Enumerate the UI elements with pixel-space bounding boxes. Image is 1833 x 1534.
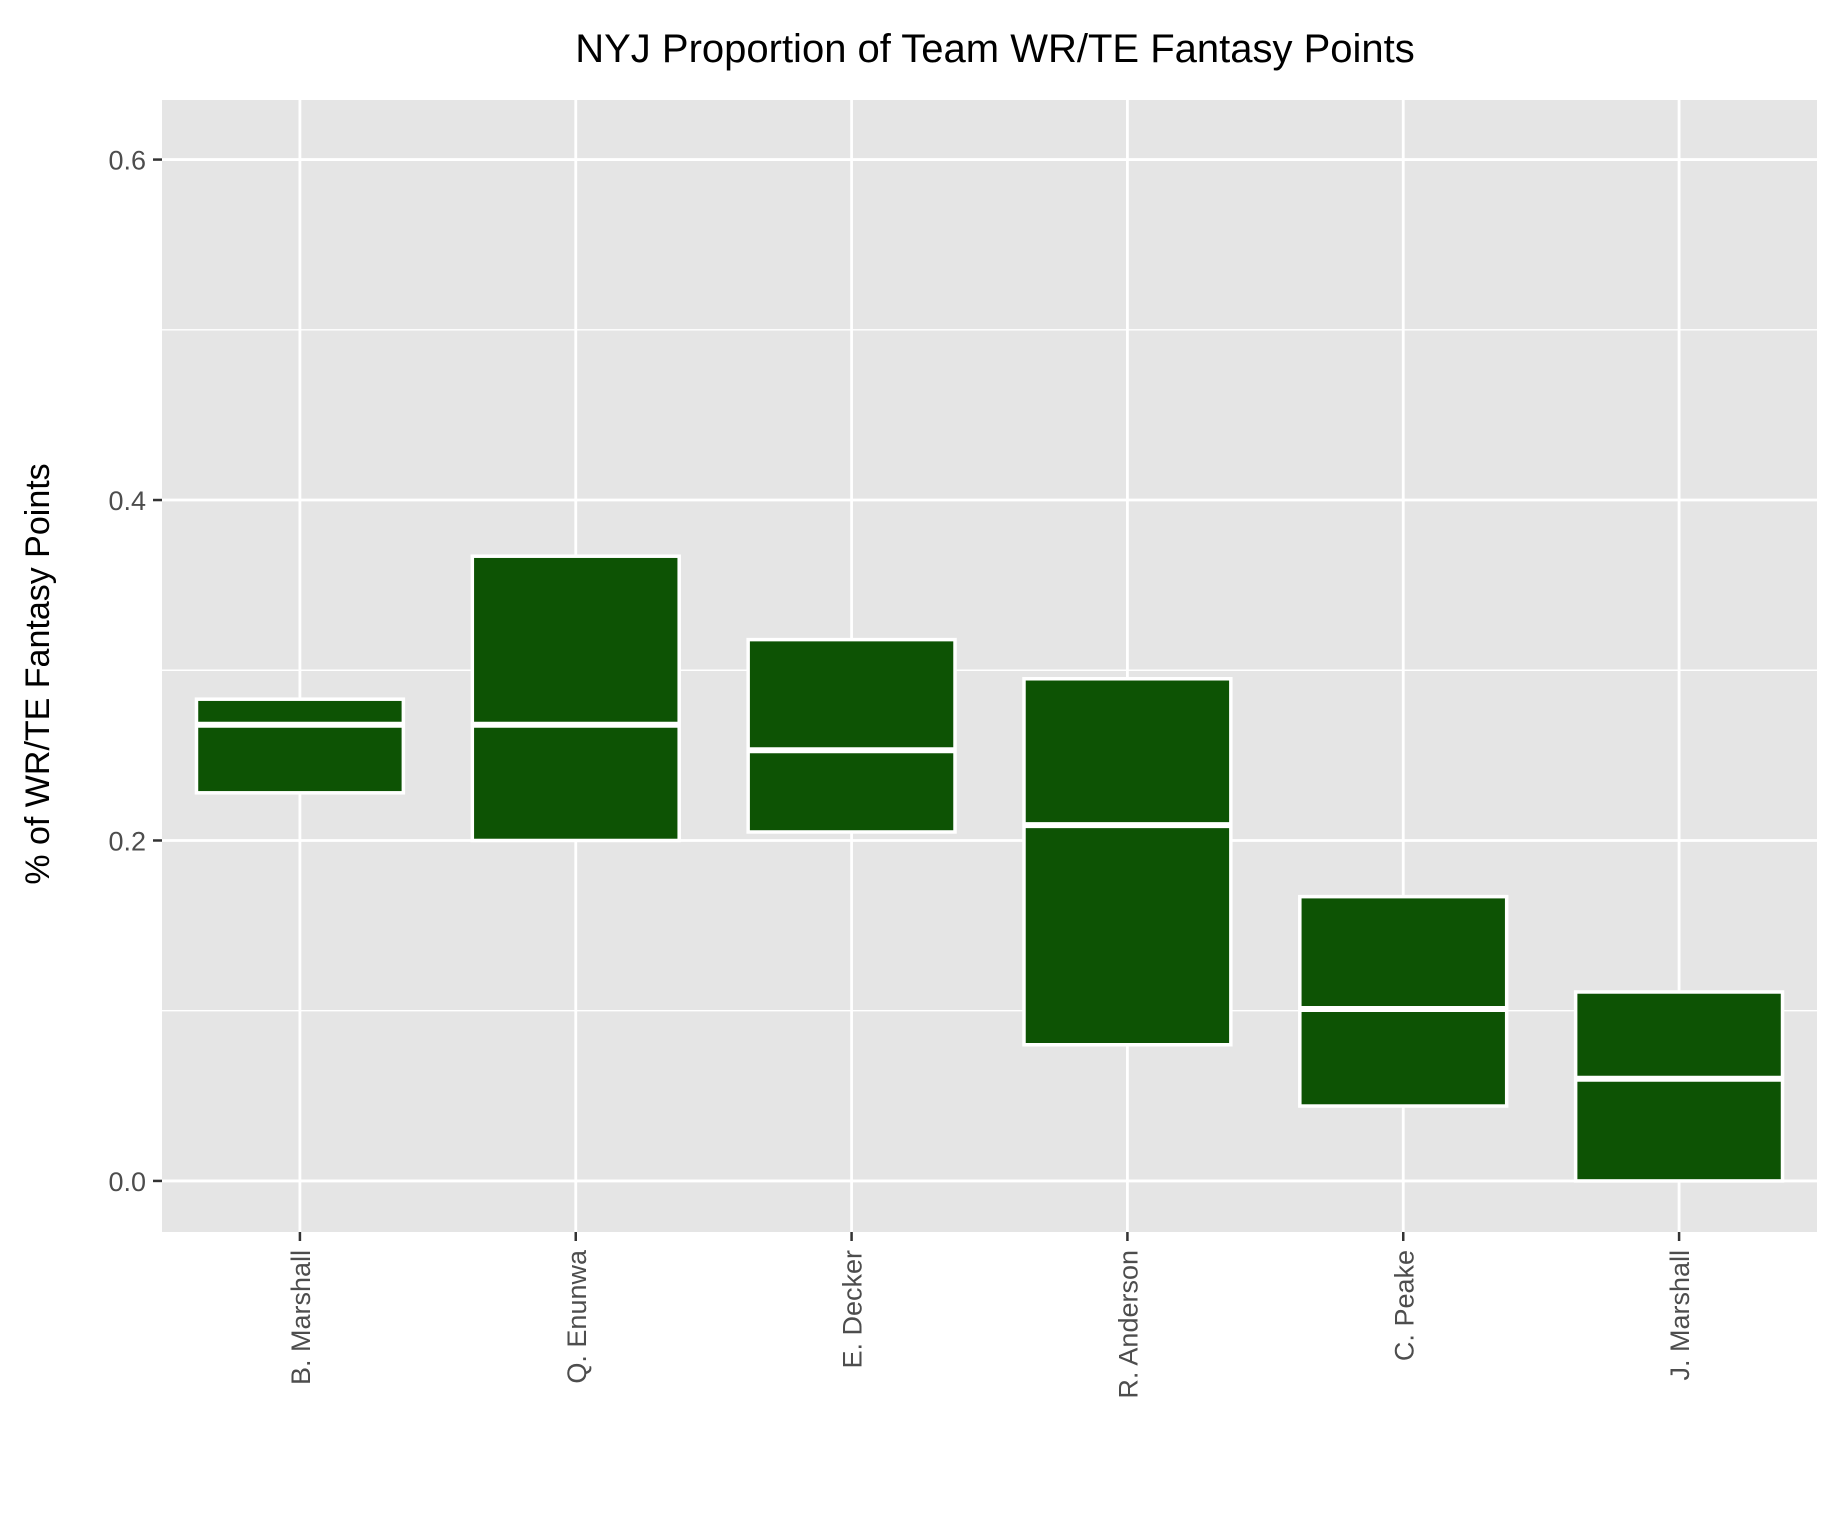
x-tick-label: B. Marshall	[286, 1250, 316, 1385]
box-r-anderson	[1022, 677, 1233, 1047]
y-tick-label: 0.0	[108, 1167, 146, 1197]
x-tick-label: C. Peake	[1389, 1250, 1419, 1361]
box-b-marshall	[194, 697, 406, 795]
x-tick-label: E. Decker	[838, 1250, 868, 1369]
x-tick-label: R. Anderson	[1113, 1250, 1143, 1399]
y-tick-label: 0.6	[108, 146, 146, 176]
axes: 0.0 0.2 0.4 0.6 B. Marshall Q. Enunwa E. Decke…	[108, 146, 1695, 1399]
y-tick-label: 0.2	[108, 826, 146, 856]
box-series	[194, 554, 1785, 1183]
box-rect	[194, 697, 406, 795]
box-q-enunwa	[470, 554, 681, 843]
x-tick-label: Q. Enunwa	[562, 1249, 592, 1384]
x-tick-label: J. Marshall	[1665, 1250, 1695, 1381]
chart-title: NYJ Proportion of Team WR/TE Fantasy Poi…	[575, 27, 1415, 71]
box-rect	[746, 637, 957, 834]
box-rect	[1022, 677, 1233, 1047]
y-tick-label: 0.4	[108, 486, 146, 516]
box-j-marshall	[1573, 990, 1785, 1183]
box-c-peake	[1298, 894, 1509, 1108]
box-rect	[1298, 894, 1509, 1108]
box-e-decker	[746, 637, 957, 834]
plot-panel	[162, 100, 1817, 1232]
y-axis-title: % of WR/TE Fantasy Points	[19, 463, 57, 884]
box-rect	[1573, 990, 1785, 1183]
box-rect	[470, 554, 681, 843]
